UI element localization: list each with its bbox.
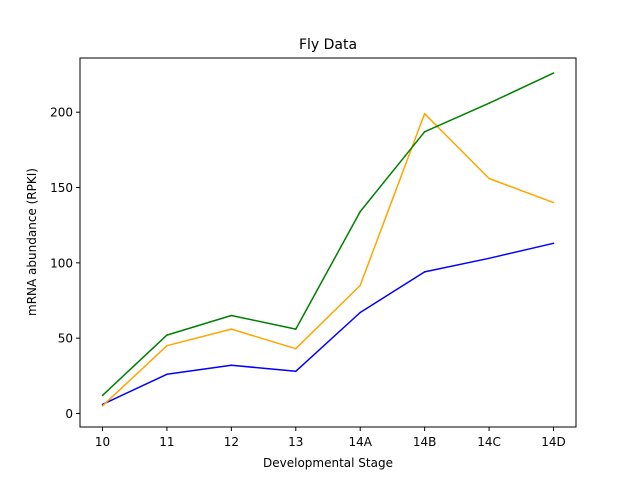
series-1-point [166, 373, 168, 376]
series-2-point [552, 201, 555, 204]
chart-title: Fly Data [299, 37, 357, 53]
series-2-point [166, 344, 168, 347]
y-tick-label: 150 [50, 181, 73, 195]
x-tick-label: 14D [541, 435, 566, 449]
series-layer [101, 72, 555, 407]
series-3-point [295, 328, 297, 330]
series-2-point [488, 177, 490, 180]
series-1-point [359, 311, 362, 314]
series-3-point [423, 131, 426, 133]
series-2-point [230, 328, 233, 330]
series-1-point [295, 370, 297, 373]
x-axis-ticks: 10 11 12 13 14A 14B 14C 14D [95, 427, 566, 449]
x-tick-label: 14A [348, 435, 372, 449]
x-tick-label: 11 [159, 435, 174, 449]
y-tick-label: 0 [65, 407, 73, 421]
series-3-point [101, 394, 104, 397]
series-2-point [101, 405, 104, 407]
y-axis-label: mRNA abundance (RPKI) [25, 168, 39, 316]
series-3-point [488, 102, 490, 104]
series-2-point [423, 112, 426, 115]
series-2-point [359, 284, 362, 287]
series-3-point [230, 314, 233, 317]
series-1-point [488, 257, 490, 260]
y-axis-ticks: 0 50 100 150 200 [50, 106, 80, 421]
series-3-point [166, 334, 168, 336]
series-3-point [359, 210, 362, 213]
series-line-3 [101, 72, 554, 396]
x-tick-label: 13 [288, 435, 303, 449]
series-1-point [230, 364, 233, 367]
x-axis-label: Developmental Stage [263, 456, 393, 470]
series-line-2 [101, 112, 554, 407]
series-line-1 [102, 242, 554, 406]
series-3-point [552, 72, 555, 74]
y-tick-label: 100 [50, 256, 73, 270]
y-tick-label: 50 [58, 332, 73, 346]
x-tick-label: 14C [477, 435, 501, 449]
series-1-point [552, 242, 555, 245]
y-tick-label: 200 [50, 106, 73, 120]
plot-frame [79, 57, 577, 428]
series-2-point [295, 347, 297, 350]
x-tick-label: 10 [95, 435, 110, 449]
x-tick-label: 14B [413, 435, 437, 449]
x-tick-label: 12 [224, 435, 239, 449]
series-1-point [423, 271, 426, 273]
